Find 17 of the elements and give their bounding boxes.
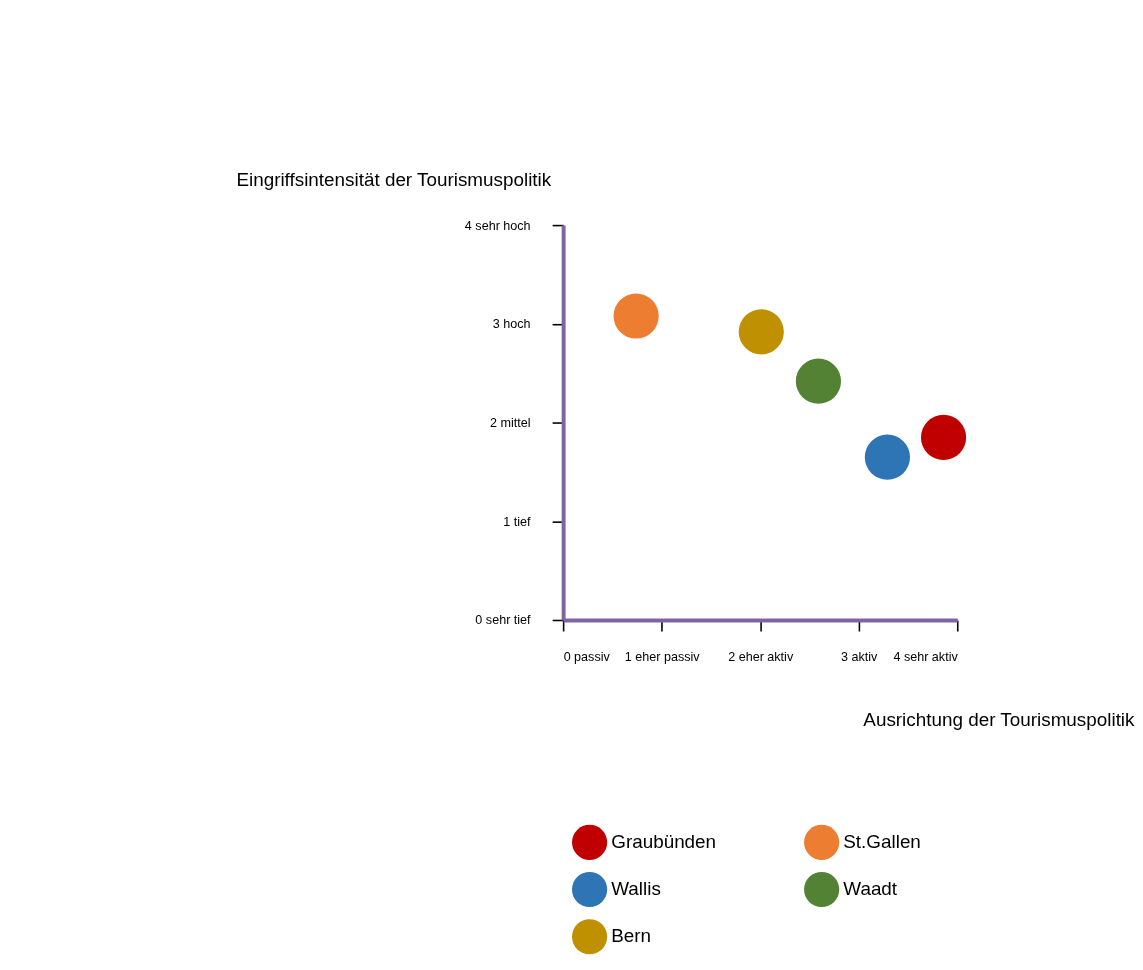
- x-tick-label: 2 eher aktiv: [728, 649, 794, 664]
- legend-label: Bern: [611, 925, 652, 947]
- x-tick-label: 4 sehr aktiv: [893, 649, 959, 664]
- legend-label: Waadt: [843, 878, 898, 900]
- legend-label: St.Gallen: [843, 830, 921, 852]
- legend-label: Wallis: [611, 878, 661, 900]
- x-tick-label: 3 aktiv: [841, 649, 879, 664]
- y-tick-label: 2 mittel: [490, 415, 531, 430]
- y-axis-title: Eingriffsintensität der Tourismuspolitik: [236, 169, 552, 191]
- x-tick-label: 0 passiv: [563, 649, 611, 664]
- y-tick-label: 0 sehr tief: [475, 613, 532, 628]
- y-tick-label: 3 hoch: [492, 317, 531, 332]
- y-tick-label: 1 tief: [503, 514, 532, 529]
- x-axis-title: Ausrichtung der Tourismuspolitik: [863, 708, 1136, 730]
- x-tick-label: 1 eher passiv: [624, 649, 701, 664]
- legend-label: Graubünden: [611, 830, 717, 852]
- y-tick-label: 4 sehr hoch: [464, 218, 531, 233]
